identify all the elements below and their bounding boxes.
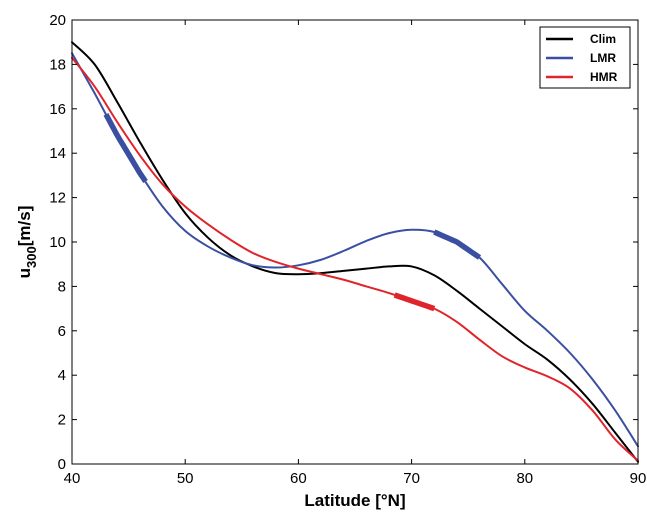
x-tick-label: 80 (516, 470, 533, 487)
y-tick-label: 6 (58, 323, 66, 340)
plot-background (72, 20, 638, 464)
legend-label-hmr: HMR (590, 70, 618, 84)
legend: Clim LMR HMR (539, 26, 631, 89)
series-layer (71, 41, 639, 463)
y-tick-label: 12 (49, 190, 66, 207)
x-axis-ticks: 40 50 60 70 80 90 (64, 20, 647, 487)
y-axis-ticks: 0 2 4 6 8 10 12 14 16 18 20 (49, 12, 638, 473)
y-tick-label: 16 (49, 101, 66, 118)
y-tick-label: 2 (58, 412, 66, 429)
series-highlight-hmr (393, 292, 436, 312)
y-tick-label: 20 (49, 12, 66, 29)
x-tick-label: 60 (290, 470, 307, 487)
series-line-hmr (71, 56, 639, 462)
y-tick-label: 18 (49, 56, 66, 73)
y-tick-label: 10 (49, 234, 66, 251)
y-axis-title-main: u (15, 268, 34, 278)
y-axis-title: u300[m/s] (15, 206, 39, 279)
series-highlight-lmr (433, 229, 482, 260)
y-axis-title-subscript: 300 (24, 246, 39, 268)
x-tick-label: 70 (403, 470, 420, 487)
series-highlight-lmr (103, 113, 148, 184)
x-tick-label: 40 (64, 470, 81, 487)
series-line-clim (71, 41, 639, 463)
x-tick-label: 50 (177, 470, 194, 487)
y-tick-label: 0 (58, 456, 66, 473)
y-tick-label: 4 (58, 367, 66, 384)
y-tick-label: 14 (49, 145, 66, 162)
series-line-lmr (71, 52, 639, 448)
x-axis-title: Latitude [°N] (304, 491, 405, 510)
x-tick-label: 90 (630, 470, 647, 487)
legend-label-lmr: LMR (590, 51, 616, 65)
legend-label-clim: Clim (590, 32, 616, 46)
y-axis-title-unit: [m/s] (15, 206, 34, 247)
y-tick-label: 8 (58, 278, 66, 295)
